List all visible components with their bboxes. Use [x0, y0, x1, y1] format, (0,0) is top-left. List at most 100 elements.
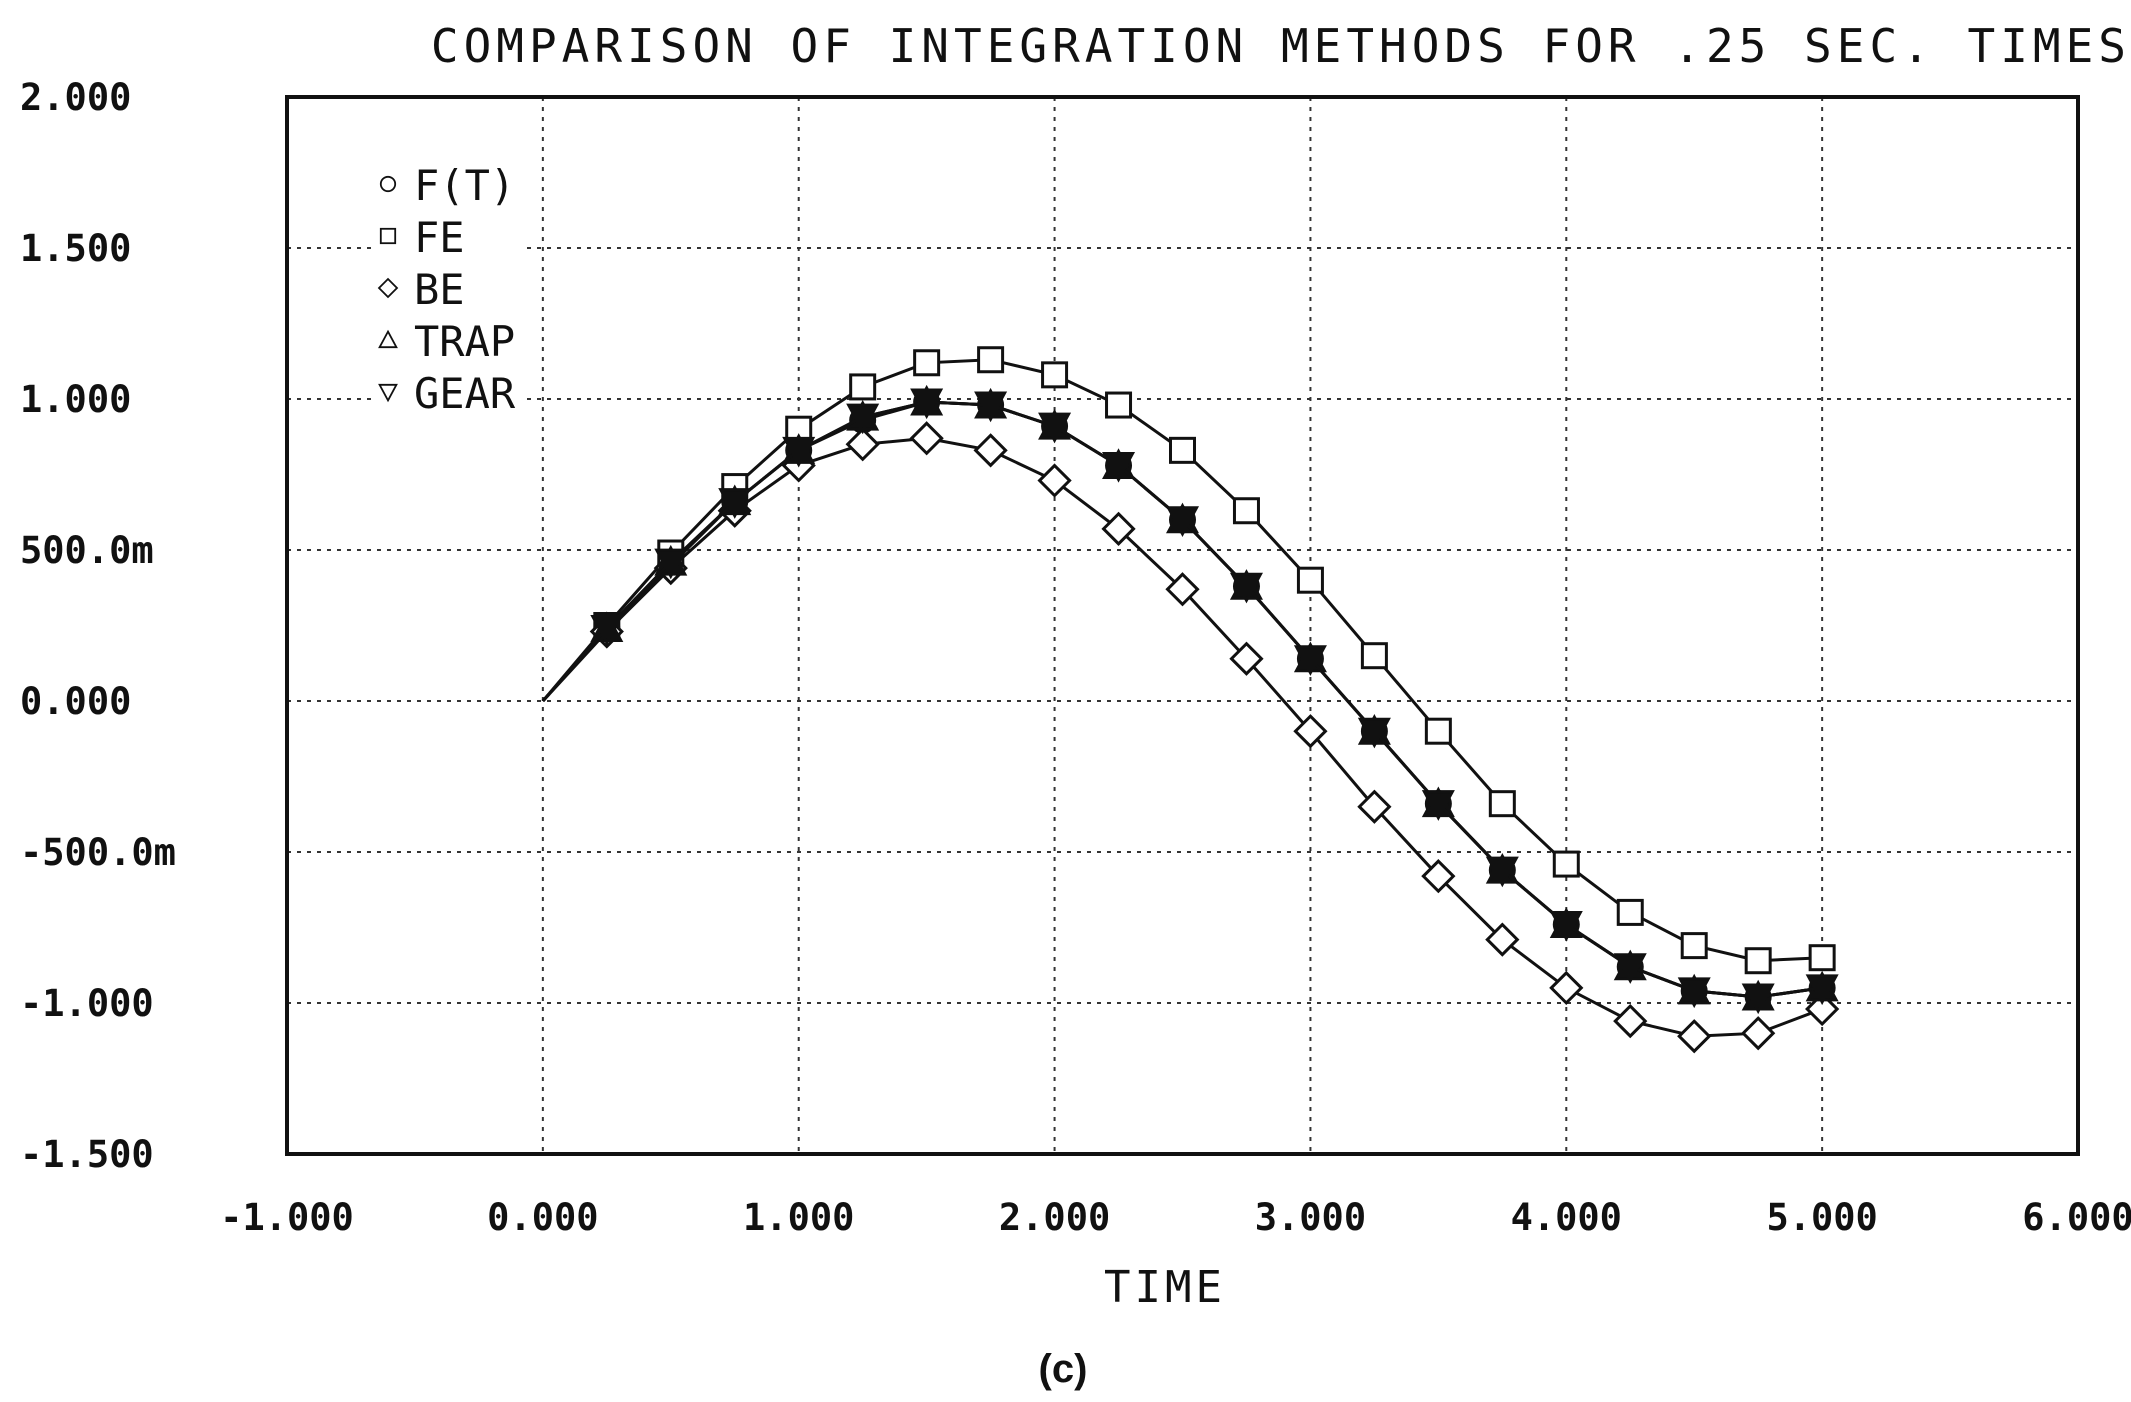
- data-point-be: [973, 433, 1008, 468]
- series-gear: [541, 388, 1839, 1015]
- data-point-gear: [1741, 983, 1775, 1015]
- data-point-gear: [1229, 572, 1263, 604]
- legend-label: FE: [414, 213, 465, 262]
- data-point-be: [845, 427, 880, 462]
- y-tick-label: 1.500: [20, 227, 131, 270]
- x-tick-label: 3.000: [1255, 1196, 1366, 1239]
- legend-entry: FE: [374, 213, 524, 262]
- data-point-be: [1101, 511, 1136, 546]
- data-point-fe: [1169, 436, 1196, 464]
- plot-frame: [285, 95, 2080, 1156]
- legend-entry-bg: [374, 320, 524, 364]
- figure-caption: (c): [1039, 1347, 1088, 1391]
- data-point-gear: [718, 488, 752, 519]
- legend-marker-icon: [378, 383, 398, 403]
- legend-entry-bg: [374, 268, 524, 312]
- data-point-fe: [1680, 932, 1708, 960]
- x-tick-label: 1.000: [743, 1196, 854, 1239]
- y-tick-label: 2.000: [20, 76, 131, 119]
- data-point-gear: [1421, 790, 1455, 821]
- data-point-gear: [910, 388, 944, 420]
- legend-entry: F(T): [374, 161, 524, 210]
- data-point-fe: [1360, 642, 1388, 670]
- x-axis-ticks: -1.000 0.000 1.000 2.000 3.000 4.000 5.000 6.00…: [220, 1196, 2131, 1239]
- data-point-gear: [1805, 974, 1839, 1006]
- legend-label: F(T): [414, 161, 515, 210]
- legend-marker-icon: [379, 175, 397, 193]
- legend-label: TRAP: [414, 317, 515, 366]
- data-point-fe: [977, 346, 1005, 374]
- data-point-be: [909, 421, 944, 456]
- data-point-fe: [1488, 790, 1516, 818]
- legend-entry-bg: [374, 372, 524, 416]
- legend-entry-bg: [374, 164, 524, 208]
- legend-marker-icon: [378, 329, 398, 349]
- data-point-gear: [1677, 977, 1711, 1009]
- legend-label: BE: [414, 265, 465, 314]
- series-layer: [541, 346, 1840, 1054]
- data-point-be: [1293, 714, 1328, 749]
- data-point-gear: [1613, 953, 1647, 984]
- data-point-be: [1357, 789, 1392, 824]
- data-point-gear: [782, 436, 816, 468]
- data-point-gear: [1293, 645, 1327, 676]
- data-point-fe: [1616, 898, 1644, 926]
- data-point-be: [1229, 641, 1264, 676]
- data-point-be: [1421, 859, 1456, 894]
- legend-marker-icon: [377, 277, 399, 299]
- data-point-fe: [1808, 944, 1836, 972]
- data-point-fe: [913, 349, 941, 377]
- data-point-fe: [1424, 717, 1452, 745]
- series-fe: [541, 346, 1836, 975]
- x-axis-label: TIME: [1104, 1262, 1226, 1313]
- data-point-gear: [974, 391, 1008, 423]
- x-tick-label: 6.000: [2022, 1196, 2131, 1239]
- data-point-fe: [1232, 497, 1260, 525]
- data-point-fe: [1296, 566, 1324, 594]
- data-point-gear: [654, 548, 688, 580]
- data-point-fe: [1105, 391, 1133, 419]
- data-point-gear: [1038, 412, 1072, 444]
- data-point-be: [1677, 1019, 1712, 1054]
- y-tick-label: -500.0m: [20, 831, 176, 874]
- data-point-gear: [1102, 451, 1136, 483]
- data-point-fe: [1041, 361, 1069, 389]
- data-point-be: [1741, 1016, 1776, 1051]
- data-point-gear: [1165, 506, 1200, 537]
- legend-entry: BE: [374, 265, 524, 314]
- legend-entry: GEAR: [374, 369, 524, 418]
- data-point-fe: [1552, 850, 1580, 878]
- y-tick-label: 0.000: [20, 680, 131, 723]
- data-point-gear: [1549, 910, 1583, 942]
- y-tick-label: -1.500: [20, 1133, 154, 1176]
- chart-title: COMPARISON OF INTEGRATION METHODS FOR .2…: [431, 19, 2131, 73]
- data-point-be: [1485, 922, 1520, 957]
- data-point-be: [1549, 970, 1584, 1006]
- y-tick-label: 1.000: [20, 378, 131, 421]
- data-point-be: [1805, 991, 1840, 1027]
- data-point-gear: [846, 403, 880, 435]
- x-tick-label: 4.000: [1511, 1196, 1622, 1239]
- y-tick-label: 500.0m: [20, 529, 154, 572]
- x-tick-label: 5.000: [1766, 1196, 1877, 1239]
- data-point-fe: [1744, 947, 1772, 975]
- data-point-gear: [590, 615, 624, 646]
- data-point-be: [1165, 572, 1200, 607]
- data-point-fe: [849, 373, 877, 401]
- legend-marker-icon: [379, 227, 397, 245]
- legend-entry-bg: [374, 216, 524, 260]
- legend-entry: TRAP: [374, 317, 524, 366]
- data-point-gear: [1357, 717, 1391, 749]
- y-tick-label: -1.000: [20, 982, 154, 1025]
- y-axis-ticks: 2.000 1.500 1.000 500.0m 0.000 -500.0m -1.000 -…: [20, 76, 176, 1176]
- legend-label: GEAR: [414, 369, 516, 418]
- x-tick-label: 0.000: [487, 1196, 598, 1239]
- series-be: [541, 421, 1840, 1054]
- data-point-be: [1037, 463, 1072, 498]
- x-tick-label: 2.000: [999, 1196, 1110, 1239]
- x-tick-label: -1.000: [220, 1196, 354, 1239]
- data-point-gear: [1485, 856, 1519, 888]
- data-point-be: [1613, 1003, 1648, 1039]
